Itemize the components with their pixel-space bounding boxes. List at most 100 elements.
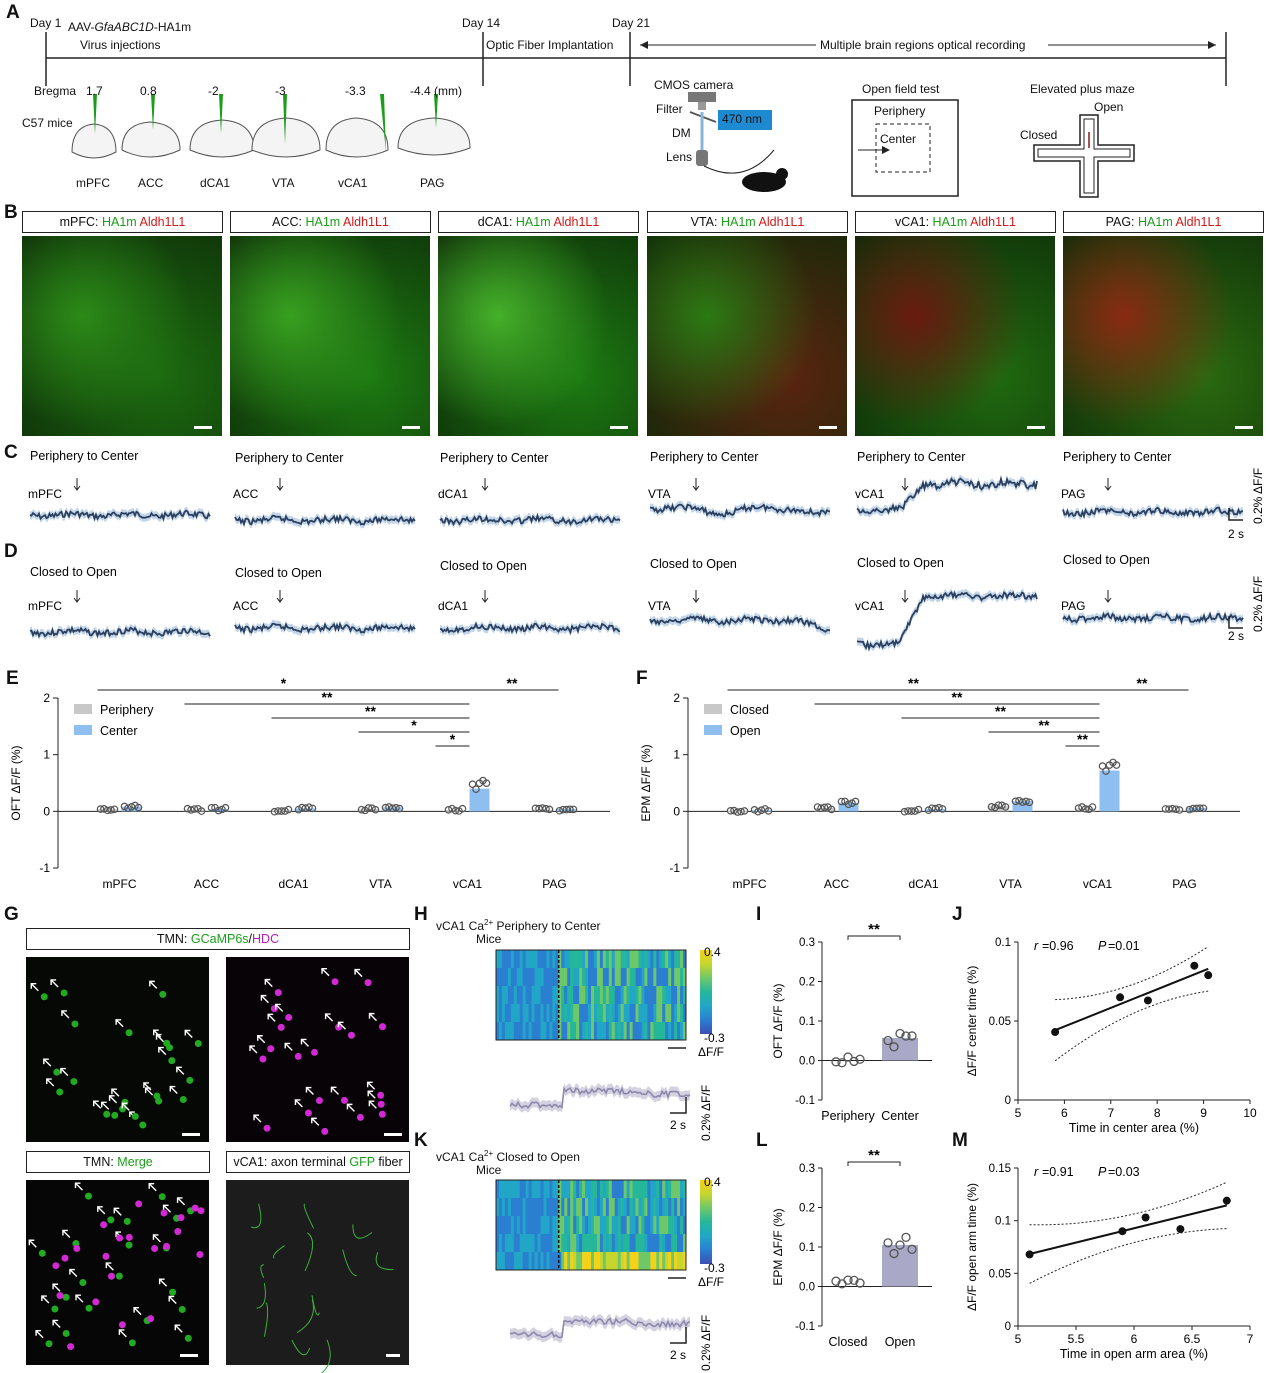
heatmap-cell [531, 950, 535, 968]
oft-title: Open field test [862, 82, 940, 96]
heatmap-cell [635, 950, 639, 968]
y-tick-label: 0 [673, 804, 680, 818]
event-arrow [1104, 590, 1112, 603]
micrograph-image [230, 236, 430, 436]
heatmap-cell [677, 986, 681, 1004]
data-point [107, 806, 115, 814]
heatmap-cell [644, 1234, 648, 1252]
heatmap-cell [671, 1216, 675, 1234]
axon-fiber [375, 1252, 394, 1271]
data-point [895, 1028, 905, 1039]
chart-m: 0 0.05 0.1 0.15 5 5.5 6 6.5 7 Time in open arm ar… [965, 1163, 1254, 1361]
heatmap-cell [510, 968, 515, 986]
cell-arrow [367, 1090, 376, 1099]
data-point [935, 803, 943, 812]
cell-arrow [28, 1239, 37, 1248]
coord-3: -2 [208, 84, 219, 98]
data-point [754, 807, 762, 816]
cell-soma [135, 1200, 143, 1208]
scale-x-label: 2 s [1228, 629, 1244, 643]
cell-soma [70, 1078, 78, 1086]
heatmap-cell [564, 1234, 568, 1252]
heatmap-cell [617, 1216, 622, 1234]
heatmap-cell [501, 1252, 506, 1270]
panel-label-k: K [414, 1130, 428, 1151]
data-point [1172, 805, 1180, 814]
heatmap-cell [617, 1180, 622, 1198]
heatmap-cell [653, 1004, 657, 1022]
heatmap-cell [501, 986, 506, 1004]
heatmap-cell [674, 968, 678, 986]
data-point [451, 806, 460, 815]
heatmap-cell [531, 1004, 535, 1022]
cell-soma [147, 1315, 155, 1323]
cell-arrow [321, 968, 330, 977]
p-label: P [1098, 939, 1107, 953]
heatmap-cell [614, 1216, 619, 1234]
heatmap-cell [659, 1022, 663, 1040]
heatmap-cell [650, 1004, 654, 1022]
heatmap-cell [516, 1198, 521, 1216]
heatmap-cell [579, 968, 583, 986]
heatmap-cell [552, 1216, 556, 1234]
heatmap-cell [585, 1022, 589, 1040]
cell-soma [92, 1298, 100, 1306]
heatmap-cell [626, 1022, 630, 1040]
x-tick-label: vCA1 [453, 877, 483, 891]
heatmap-cell [570, 986, 574, 1004]
data-point [368, 804, 376, 812]
heatmap-cell [585, 950, 589, 968]
event-arrow [276, 590, 284, 603]
data-point [889, 1042, 899, 1052]
heatmap-k: 123450.4-0.3ΔF/F2 s0.2% ΔF/F [495, 1175, 725, 1371]
heatmap-cell [498, 1004, 503, 1022]
heatmap-cell [629, 986, 633, 1004]
significance-mark: ** [365, 703, 376, 719]
y-tick-label: 1 [43, 748, 50, 762]
colorbar-max: 0.4 [704, 1175, 721, 1189]
data-point [733, 808, 742, 816]
heatmap-cell [519, 968, 524, 986]
data-point [392, 803, 400, 812]
heatmap-cell [656, 968, 660, 986]
heatmap-cell [504, 1022, 509, 1040]
heatmap-cell [644, 968, 648, 986]
heatmap-cell [632, 1004, 636, 1022]
heatmap-cell [591, 1198, 595, 1216]
x-tick-label: PAG [542, 877, 566, 891]
trace-scale-bar [670, 1097, 687, 1114]
heatmap-cell [623, 1198, 628, 1216]
oft-periphery: Periphery [874, 104, 926, 118]
heatmap-cell [629, 1198, 633, 1216]
data-point [187, 806, 195, 814]
heatmap-cell [680, 1022, 684, 1040]
x-tick-label: 7 [1247, 1332, 1254, 1346]
g-cell-markers [28, 968, 394, 1373]
cell-soma [285, 1013, 293, 1021]
cell-arrow [35, 1330, 44, 1339]
heatmap-cell [561, 1252, 565, 1270]
heatmap-cell [522, 1004, 527, 1022]
heatmap-cell [599, 1004, 604, 1022]
epm-closed: Closed [1020, 128, 1058, 142]
heatmap-cell [513, 1198, 518, 1216]
cell-soma [125, 1029, 133, 1037]
heatmap-cell [549, 1198, 553, 1216]
heatmap-cell [537, 1252, 541, 1270]
heatmap-cell [504, 1216, 509, 1234]
significance-bracket [847, 935, 901, 940]
data-point [1001, 803, 1010, 811]
cell-arrow [330, 1086, 339, 1095]
heatmap-cell [605, 950, 610, 968]
heatmap-cell [626, 1252, 630, 1270]
event-arrow [73, 478, 81, 491]
data-point [907, 1031, 917, 1041]
bar-center [382, 807, 403, 812]
cell-soma [191, 1204, 199, 1212]
heatmap-cell [683, 986, 687, 1004]
heatmap-cell [623, 968, 628, 986]
heatmap-cell [534, 1198, 538, 1216]
heatmap-cell [629, 950, 633, 968]
heatmap-cell [576, 1004, 580, 1022]
avg-error-band [510, 1083, 690, 1113]
